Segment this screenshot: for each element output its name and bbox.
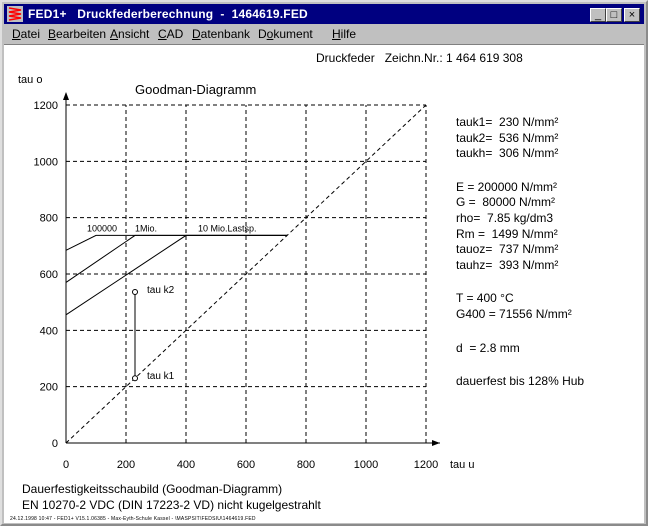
menu-datenbank[interactable]: Datenbank xyxy=(192,27,251,41)
minimize-button[interactable]: _ xyxy=(590,8,606,22)
footer-line2: EN 10270-2 VDC (DIN 17223-2 VD) nicht ku… xyxy=(22,498,321,512)
menu-datei[interactable]: Datei xyxy=(12,27,41,41)
y-tick-label: 200 xyxy=(40,382,58,394)
result-line: G = 80000 N/mm² xyxy=(456,195,556,210)
y-tick-label: 800 xyxy=(40,213,58,225)
y-tick-label: 600 xyxy=(40,269,58,281)
x-tick-label: 200 xyxy=(117,459,135,471)
y-tick-label: 1000 xyxy=(34,156,58,168)
result-line: tauk2= 536 N/mm² xyxy=(456,130,559,145)
tau-k-point xyxy=(132,375,138,382)
series-line-1 xyxy=(65,234,288,283)
drawing-reference: Druckfeder Zeichn.Nr.: 1 464 619 308 xyxy=(316,51,523,65)
y-tick-label: 400 xyxy=(40,325,58,337)
y-axis-arrow xyxy=(63,92,69,100)
menu-dokument[interactable]: Dokument xyxy=(258,27,313,41)
chart-title: Goodman-Diagramm xyxy=(135,82,256,97)
spring-app-icon xyxy=(7,6,23,22)
tau-k-point xyxy=(132,289,138,296)
document-area: Druckfeder Zeichn.Nr.: 1 464 619 308 0 20… xyxy=(4,44,644,523)
series-line-0 xyxy=(65,234,288,251)
series-label: 10 Mio.Lastsp. xyxy=(198,223,257,233)
menu-ansicht[interactable]: Ansicht xyxy=(110,27,150,41)
x-tick-label: 800 xyxy=(297,459,315,471)
result-line: taukh= 306 N/mm² xyxy=(456,146,559,161)
result-line: tauhz= 393 N/mm² xyxy=(456,257,559,272)
result-line: Rm = 1499 N/mm² xyxy=(456,226,558,241)
footer-fineprint: 24.12.1998 10:47 - FED1+ V15.1.06385 - M… xyxy=(10,516,256,522)
y-axis-label: tau o xyxy=(18,74,42,86)
series-line-2 xyxy=(65,234,288,316)
close-button[interactable]: × xyxy=(624,8,640,22)
footer-line1: Dauerfestigkeitsschaubild (Goodman-Diagr… xyxy=(22,482,283,496)
result-line: d = 2.8 mm xyxy=(456,340,520,355)
x-axis-arrow xyxy=(432,440,440,446)
result-line: tauk1= 230 N/mm² xyxy=(456,115,559,129)
x-tick-label: 1200 xyxy=(414,459,438,471)
window-title: FED1+ Druckfederberechnung - 1464619.FED xyxy=(28,7,308,21)
menu-cad[interactable]: CAD xyxy=(158,27,184,41)
bisector-line xyxy=(65,104,427,444)
result-line: tauoz= 737 N/mm² xyxy=(456,242,559,257)
maximize-button[interactable]: □ xyxy=(606,8,622,22)
x-tick-label: 400 xyxy=(177,459,195,471)
goodman-chart: 0 200 400 600 800 1000 1200 0 200 400 600 800 1000 12… xyxy=(18,74,474,471)
x-tick-label: 1000 xyxy=(354,459,378,471)
title-bar[interactable]: FED1+ Druckfederberechnung - 1464619.FED… xyxy=(4,4,644,24)
y-tick-label: 0 xyxy=(52,438,58,450)
x-tick-label: 600 xyxy=(237,459,255,471)
result-line: rho= 7.85 kg/dm3 xyxy=(456,211,554,225)
menu-bar: Datei Bearbeiten Ansicht CAD Datenbank Dokume… xyxy=(4,24,644,44)
menu-hilfe[interactable]: Hilfe xyxy=(332,27,357,41)
series-label: 100000 xyxy=(87,223,117,233)
x-axis-label: tau u xyxy=(450,459,474,471)
series-label: 1Mio. xyxy=(135,223,157,233)
y-tick-label: 1200 xyxy=(34,100,58,112)
x-tick-label: 0 xyxy=(63,459,69,471)
result-line: E = 200000 N/mm² xyxy=(456,179,558,194)
annotation-label: tau k2 xyxy=(147,285,175,296)
result-line: T = 400 °C xyxy=(456,291,514,306)
result-line: dauerfest bis 128% Hub xyxy=(456,374,585,389)
annotation-label: tau k1 xyxy=(147,371,175,382)
result-line: G400 = 71556 N/mm² xyxy=(456,307,572,321)
menu-bearbeiten[interactable]: Bearbeiten xyxy=(48,27,107,41)
